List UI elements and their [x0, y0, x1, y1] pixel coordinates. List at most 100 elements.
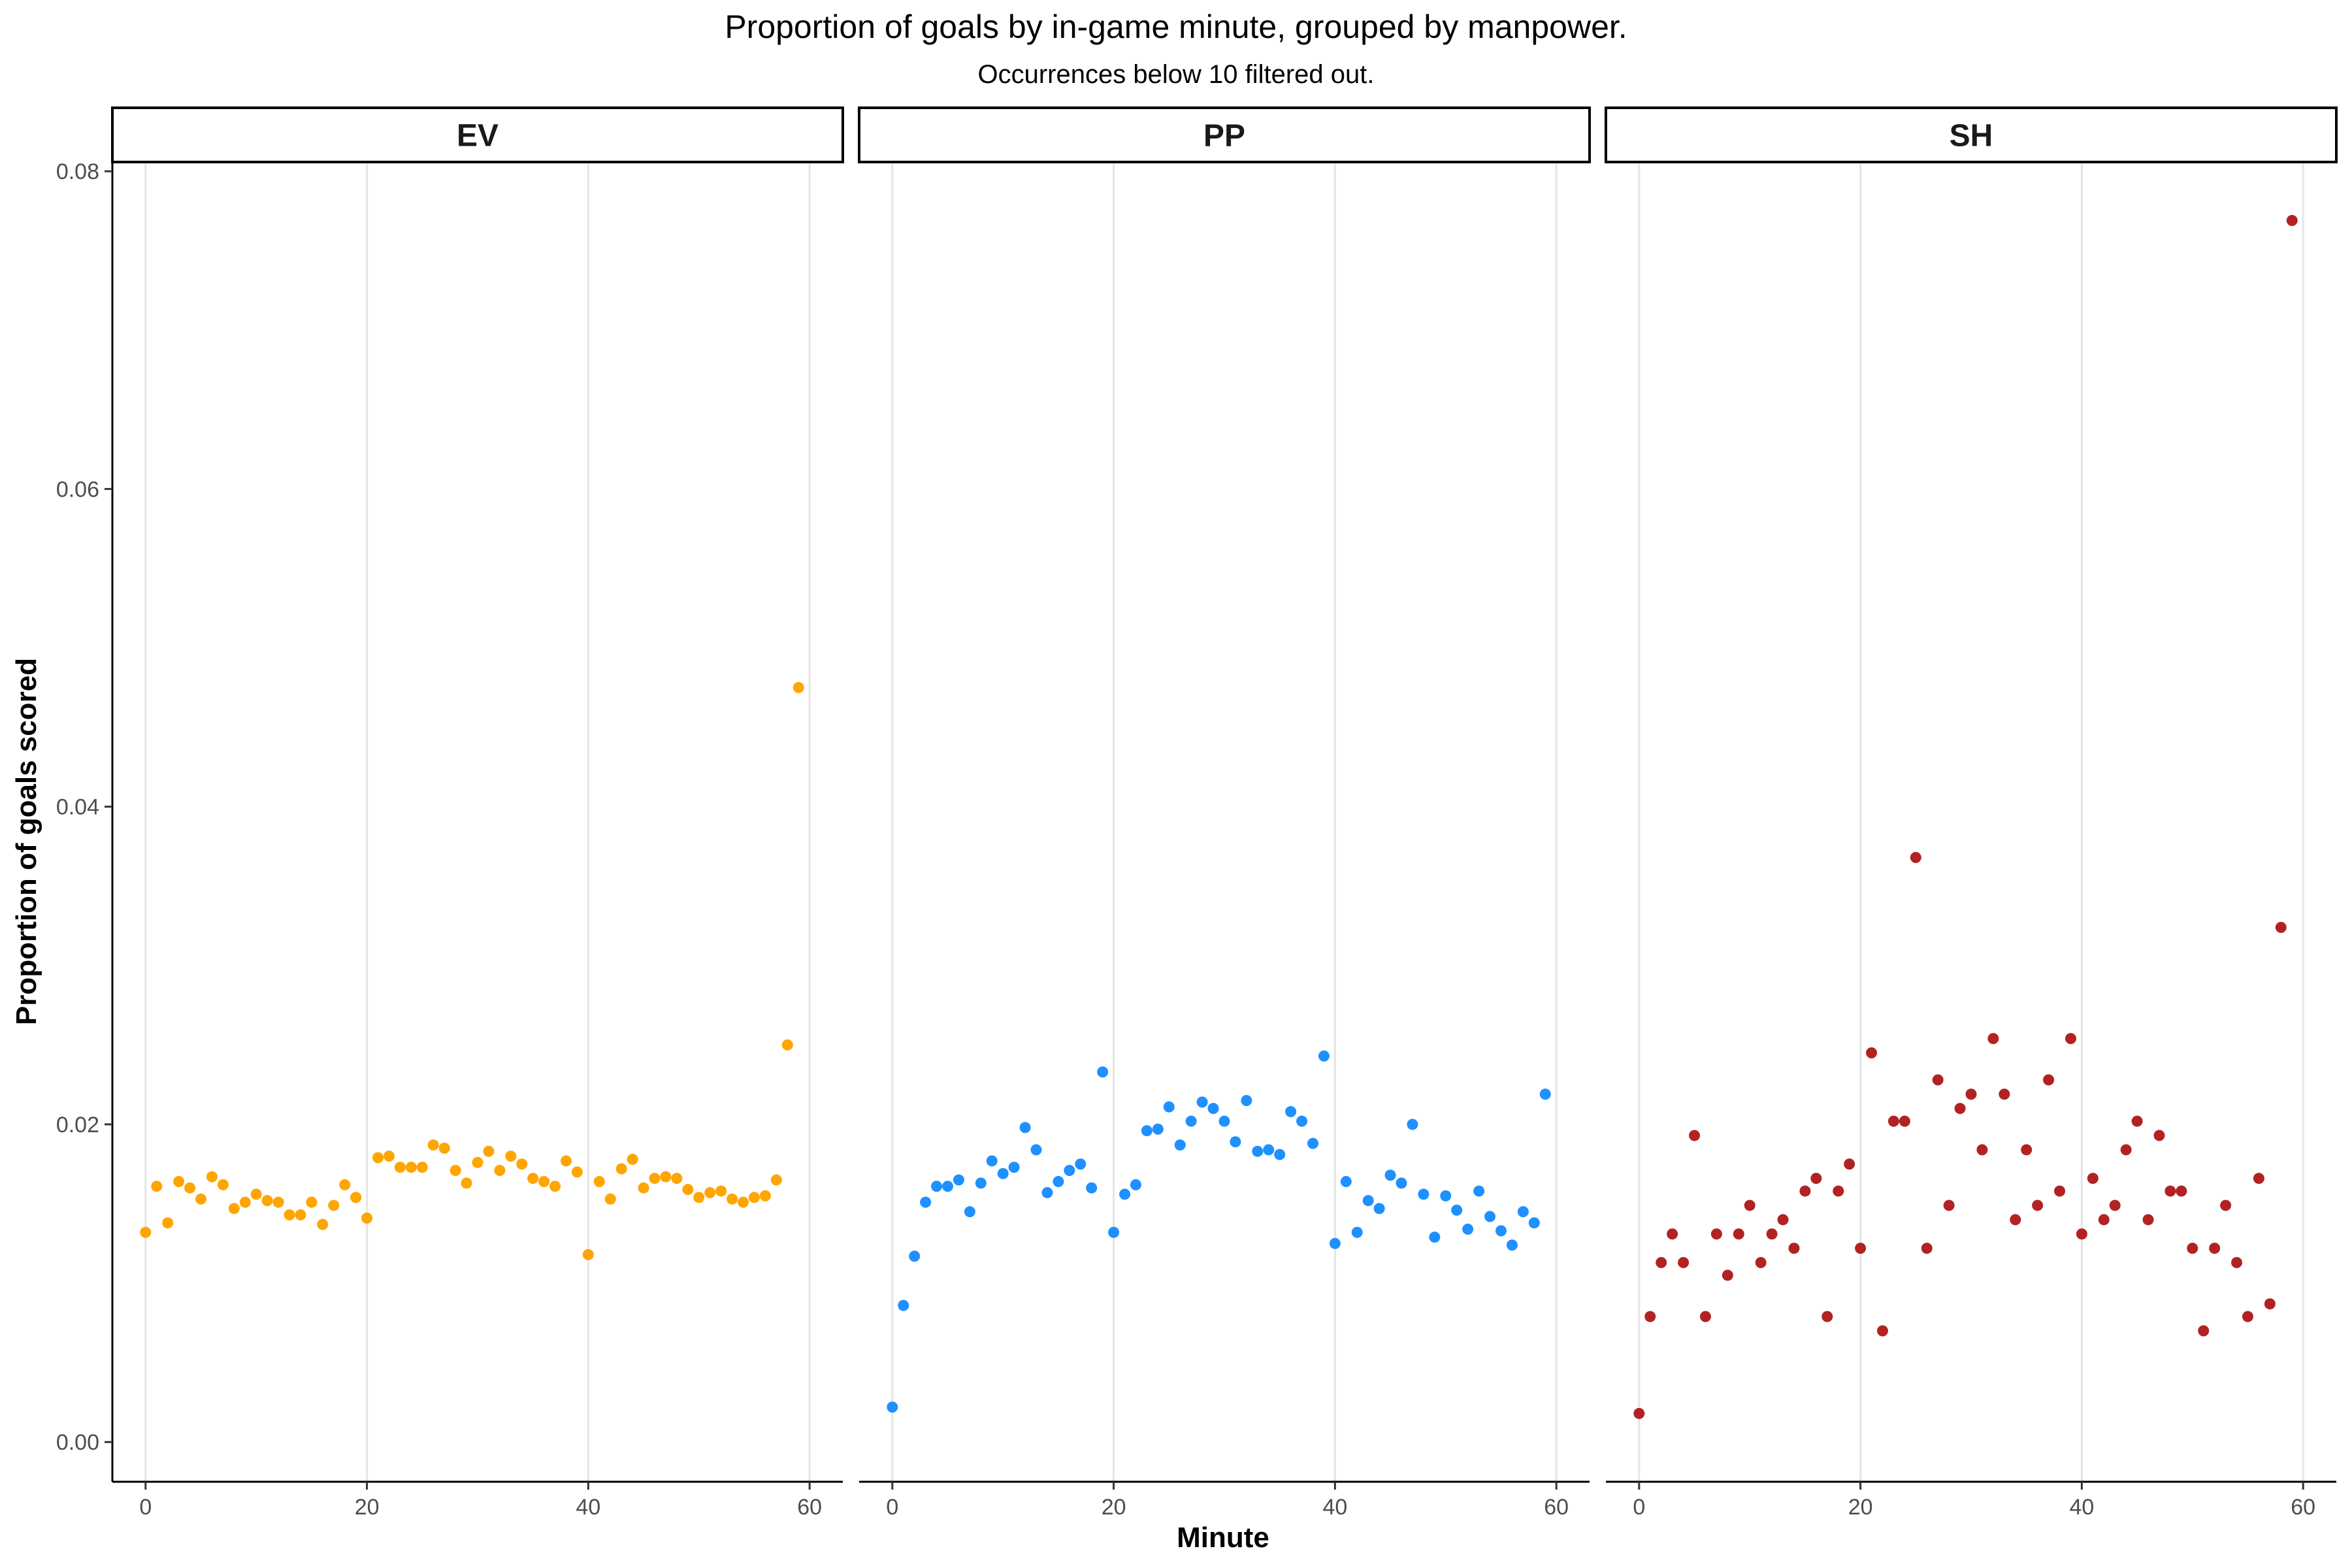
data-point	[649, 1173, 661, 1184]
facet-panel-pp: PP 0 20 40 60	[858, 106, 1591, 1520]
data-point	[2076, 1228, 2087, 1240]
data-point	[792, 681, 804, 693]
data-point	[1910, 851, 1921, 863]
data-point	[1678, 1256, 1690, 1268]
panels-layer: EV 0 20 40 60 PP 0 20 40 60 SH 0 20 40 60	[111, 106, 2338, 1520]
x-tick-label: 40	[1322, 1495, 1347, 1520]
data-point	[1196, 1096, 1208, 1108]
data-point	[1318, 1050, 1330, 1062]
data-point	[2275, 921, 2287, 933]
data-point	[1097, 1066, 1109, 1078]
facet-strip	[111, 106, 844, 163]
data-point	[1041, 1186, 1053, 1198]
data-point	[1473, 1185, 1485, 1197]
data-point	[682, 1184, 694, 1196]
data-point	[1484, 1211, 1496, 1222]
y-tick-label: 0.00	[56, 1430, 99, 1455]
data-point	[361, 1212, 373, 1224]
chart-title: Proportion of goals by in-game minute, g…	[725, 8, 1627, 45]
data-point	[781, 1039, 793, 1051]
data-point	[1633, 1407, 1645, 1419]
data-point	[405, 1162, 417, 1173]
data-point	[1362, 1195, 1374, 1207]
data-point	[1644, 1311, 1656, 1322]
data-point	[1418, 1188, 1429, 1200]
data-point	[2142, 1214, 2154, 1226]
x-tick-label: 40	[576, 1495, 600, 1520]
facet-strip	[1605, 106, 2338, 163]
data-point	[1799, 1185, 1811, 1197]
data-point	[2098, 1214, 2110, 1226]
data-point	[1340, 1175, 1352, 1187]
data-point	[1755, 1256, 1767, 1268]
data-point	[1887, 1115, 1899, 1127]
data-point	[1821, 1311, 1833, 1322]
data-point	[909, 1250, 921, 1262]
data-point	[1766, 1228, 1778, 1240]
data-point	[1710, 1228, 1722, 1240]
data-point	[184, 1182, 196, 1194]
y-tick-label: 0.02	[56, 1113, 99, 1137]
y-tick-label: 0.06	[56, 477, 99, 502]
data-point	[2109, 1200, 2121, 1211]
x-tick-label: 0	[1633, 1495, 1645, 1520]
data-point	[2242, 1311, 2253, 1322]
data-point	[1141, 1125, 1152, 1137]
data-point	[1462, 1223, 1474, 1235]
data-point	[416, 1162, 428, 1173]
data-point	[151, 1181, 163, 1192]
data-point	[284, 1209, 295, 1221]
facet-panel-sh: SH 0 20 40 60	[1605, 106, 2338, 1520]
data-point	[527, 1173, 539, 1184]
data-point	[1152, 1123, 1164, 1135]
data-point	[206, 1171, 218, 1183]
data-point	[1130, 1179, 1141, 1190]
data-point	[449, 1164, 461, 1176]
data-point	[272, 1196, 284, 1208]
data-point	[2087, 1173, 2099, 1184]
data-point	[2120, 1144, 2132, 1156]
data-point	[1689, 1130, 1701, 1141]
facet-strip	[858, 106, 1591, 163]
data-point	[2253, 1173, 2264, 1184]
data-point	[1921, 1243, 1933, 1254]
data-point	[1263, 1144, 1275, 1156]
data-point	[1008, 1162, 1020, 1173]
data-point	[1999, 1088, 2010, 1100]
data-point	[715, 1185, 727, 1197]
data-point	[1899, 1115, 1910, 1127]
data-point	[2054, 1185, 2066, 1197]
data-point	[1429, 1232, 1441, 1243]
data-point	[704, 1186, 716, 1198]
data-point	[162, 1217, 174, 1229]
x-axis-title: Minute	[1177, 1522, 1269, 1554]
data-point	[438, 1142, 450, 1154]
data-point	[1329, 1237, 1341, 1249]
y-axis: 0.00 0.02 0.04 0.06 0.08	[56, 159, 114, 1482]
data-point	[1296, 1115, 1308, 1127]
x-tick-label: 20	[1102, 1495, 1126, 1520]
data-point	[1722, 1269, 1733, 1281]
data-point	[1053, 1175, 1064, 1187]
data-point	[1539, 1088, 1551, 1100]
x-tick-label: 60	[1544, 1495, 1569, 1520]
data-point	[1163, 1101, 1175, 1113]
data-point	[638, 1182, 649, 1194]
data-point	[759, 1190, 771, 1201]
data-point	[1440, 1190, 1452, 1201]
data-point	[898, 1299, 909, 1311]
data-point	[1396, 1177, 1407, 1189]
data-point	[964, 1206, 975, 1218]
data-point	[1230, 1136, 1241, 1148]
data-point	[953, 1174, 964, 1186]
data-point	[604, 1193, 616, 1205]
data-point	[770, 1174, 782, 1186]
y-axis-title: Proportion of goals scored	[10, 658, 42, 1025]
data-point	[1252, 1145, 1264, 1157]
data-point	[461, 1177, 472, 1189]
data-point	[1954, 1103, 1966, 1115]
data-point	[2153, 1130, 2165, 1141]
data-point	[2209, 1243, 2221, 1254]
data-point	[2032, 1200, 2044, 1211]
facet-strip-label: EV	[457, 119, 498, 154]
